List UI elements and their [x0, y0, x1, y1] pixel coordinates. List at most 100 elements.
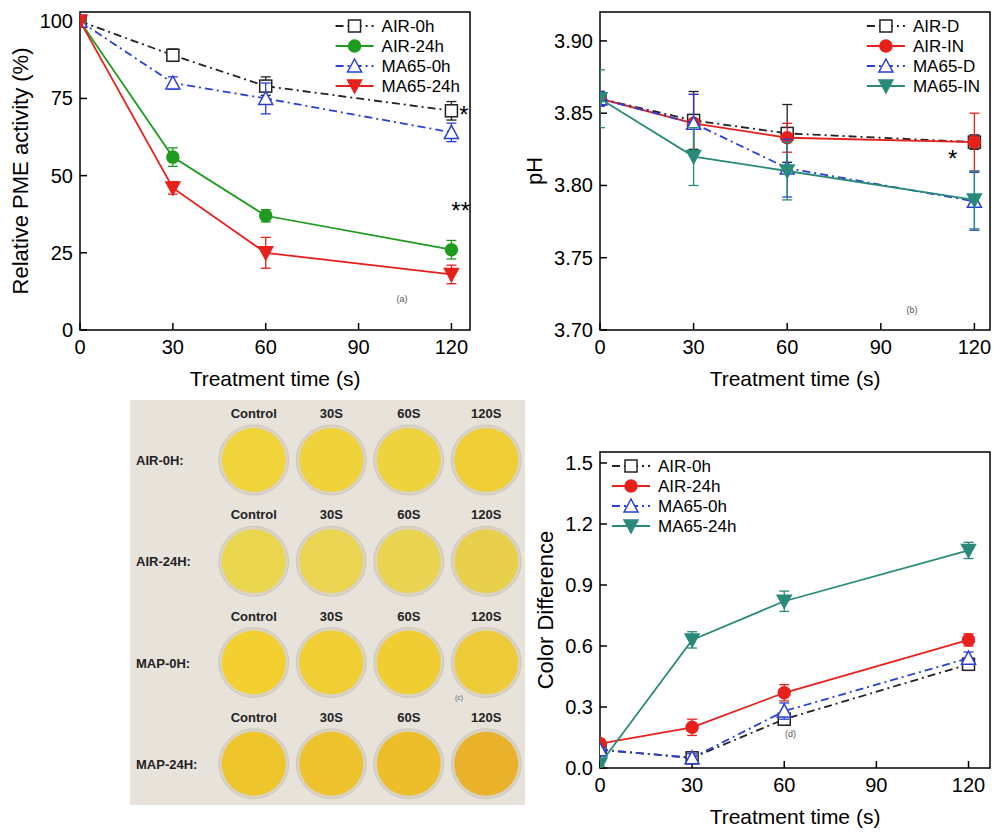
error-cap: [446, 101, 456, 102]
dish: [454, 631, 518, 695]
legend-marker: [625, 460, 637, 472]
marker: [967, 194, 981, 207]
legend-label: MA65-IN: [913, 77, 980, 96]
figure: 03060901200255075100Treatment time (s)Re…: [0, 0, 1002, 839]
y-tick-label: 0: [62, 319, 73, 341]
legend: AIR-0hAIR-24hMA65-0hMA65-24h: [612, 457, 736, 536]
y-tick: [600, 645, 607, 647]
y-tick-label: 3.90: [554, 30, 593, 52]
y-tick-label: 75: [51, 87, 73, 109]
error-cap: [600, 127, 605, 128]
series-line: [80, 21, 451, 249]
column-label: 120S: [471, 609, 502, 624]
series-line: [600, 658, 969, 758]
y-tick: [80, 252, 87, 254]
plot-data: [80, 14, 458, 283]
marker: [777, 704, 791, 717]
annotation: (d): [785, 729, 796, 739]
annotation: (a): [396, 294, 407, 304]
error-cap: [689, 127, 699, 128]
marker: [777, 595, 791, 608]
x-tick: [599, 323, 601, 330]
column-label: 30S: [320, 710, 343, 725]
photo-panel: AIR-0H:Control30S60S120SAIR-24H:Control3…: [130, 400, 525, 805]
x-tick-label: 90: [865, 774, 887, 796]
marker: [968, 136, 980, 148]
y-tick: [600, 706, 607, 708]
error-cap: [969, 228, 979, 229]
legend-label: AIR-D: [913, 17, 959, 36]
x-tick-label: 60: [255, 336, 277, 358]
y-tick-label: 0.3: [565, 696, 593, 718]
marker: [780, 165, 794, 178]
x-tick: [974, 323, 976, 330]
marker: [600, 93, 607, 106]
y-tick: [600, 257, 607, 259]
dish-rim: [451, 628, 521, 698]
dish: [299, 631, 363, 695]
legend-marker: [625, 480, 637, 492]
y-tick: [80, 329, 87, 331]
legend: AIR-DAIR-INMA65-DMA65-IN: [867, 17, 980, 96]
legend-marker: [348, 59, 362, 72]
column-label: 60S: [397, 609, 420, 624]
x-tick-label: 30: [682, 336, 704, 358]
legend-label: MA65-0h: [658, 497, 727, 516]
error-cap: [261, 76, 271, 77]
marker: [166, 182, 180, 195]
legend-marker: [624, 499, 638, 512]
series-line: [80, 21, 451, 274]
y-tick-label: 1.5: [565, 452, 593, 474]
error-bar: [168, 49, 178, 61]
error-cap: [782, 199, 792, 200]
marker: [962, 651, 976, 664]
marker: [685, 634, 699, 647]
x-tick-label: 90: [870, 336, 892, 358]
y-tick: [600, 112, 607, 114]
dish: [299, 428, 363, 492]
y-tick-label: 1.2: [565, 513, 593, 535]
marker: [444, 268, 458, 281]
marker: [778, 687, 790, 699]
error-cap: [969, 170, 979, 171]
x-tick: [451, 323, 453, 330]
dish-rim: [451, 729, 521, 799]
dish-rim: [219, 425, 289, 495]
marker: [963, 634, 975, 646]
legend-marker: [349, 40, 361, 52]
y-tick: [600, 185, 607, 187]
x-tick-label: 0: [594, 774, 605, 796]
marker: [600, 758, 607, 768]
series-line: [600, 550, 969, 764]
x-tick: [358, 323, 360, 330]
x-tick: [79, 323, 81, 330]
marker: [80, 15, 87, 28]
marker: [444, 125, 458, 138]
column-label: 30S: [320, 406, 343, 421]
marker: [445, 105, 457, 117]
dish-rim: [296, 425, 366, 495]
error-bar: [261, 210, 271, 222]
error-cap: [446, 283, 456, 284]
dish: [454, 732, 518, 796]
error-bar: [446, 102, 456, 121]
dish-rim: [296, 628, 366, 698]
legend: AIR-0hAIR-24hMA65-0hMA65-24h: [336, 17, 460, 96]
error-cap: [779, 611, 789, 612]
column-label: 30S: [320, 609, 343, 624]
y-tick: [600, 584, 607, 586]
x-axis-title: Treatment time (s): [190, 367, 361, 390]
error-bar: [964, 634, 974, 646]
row-label: MAP-24H:: [136, 757, 197, 772]
error-cap: [168, 166, 178, 167]
x-axis-title: Treatment time (s): [710, 367, 881, 390]
error-cap: [687, 735, 697, 736]
marker: [962, 544, 976, 557]
x-tick-label: 0: [594, 336, 605, 358]
annotation: *: [459, 101, 468, 128]
y-tick-label: 50: [51, 165, 73, 187]
dish-rim: [374, 425, 444, 495]
x-tick-label: 30: [681, 774, 703, 796]
error-cap: [779, 684, 789, 685]
legend-label: MA65-24h: [382, 77, 460, 96]
